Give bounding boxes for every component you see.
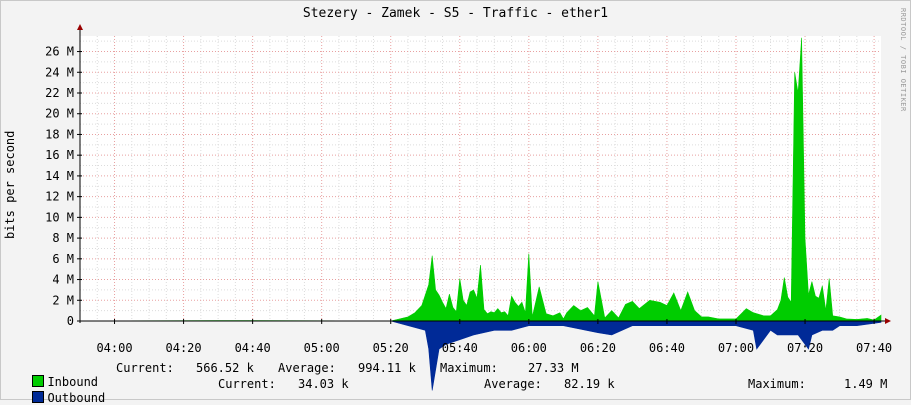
- y-tick-label: 2 M: [52, 293, 74, 307]
- y-tick-label: 0: [67, 314, 74, 328]
- x-tick-label: 07:00: [718, 341, 754, 355]
- legend-inbound-maximum-label: Maximum:: [440, 361, 498, 375]
- y-tick-label: 14 M: [45, 169, 74, 183]
- y-tick-label: 26 M: [45, 45, 74, 59]
- legend-outbound-maximum: 1.49 M: [844, 377, 888, 391]
- x-tick-label: 05:40: [442, 341, 478, 355]
- y-tick-label: 24 M: [45, 65, 74, 79]
- chart-title: Stezery - Zamek - S5 - Traffic - ether1: [302, 6, 609, 21]
- x-tick-label: 06:20: [580, 341, 616, 355]
- series-layer: [79, 37, 882, 391]
- y-tick-label: 10 M: [45, 210, 74, 224]
- rrdtool-watermark: RRDTOOL / TOBI OETIKER: [899, 8, 907, 112]
- y-tick-label: 22 M: [45, 86, 74, 100]
- legend-outbound-average-label: Average:: [484, 377, 542, 391]
- x-tick-label: 07:40: [856, 341, 892, 355]
- x-tick-label: 07:20: [787, 341, 823, 355]
- x-tick-label: 05:20: [373, 341, 409, 355]
- x-tick-label: 04:20: [166, 341, 202, 355]
- legend-inbound-current-label: Current:: [116, 361, 174, 375]
- legend-outbound-current: 34.03 k: [298, 377, 349, 391]
- legend-outbound-row: Outbound: [18, 377, 105, 405]
- x-tick-label: 05:00: [304, 341, 340, 355]
- y-tick-label: 4 M: [52, 273, 74, 287]
- y-tick-label: 8 M: [52, 231, 74, 245]
- series-outbound-area: [80, 320, 882, 391]
- y-tick-label: 6 M: [52, 252, 74, 266]
- legend-inbound-average-label: Average:: [278, 361, 336, 375]
- series-inbound-area: [79, 37, 882, 322]
- y-axis-arrow: [77, 24, 83, 30]
- legend-outbound-average: 82.19 k: [564, 377, 615, 391]
- legend-inbound-average: 994.11 k: [358, 361, 416, 375]
- outbound-swatch: [32, 391, 45, 403]
- legend-inbound-maximum: 27.33 M: [528, 361, 579, 375]
- y-tick-label: 12 M: [45, 190, 74, 204]
- y-tick-label: 16 M: [45, 148, 74, 162]
- y-tick-label: 18 M: [45, 127, 74, 141]
- x-tick-label: 04:40: [235, 341, 271, 355]
- x-tick-label: 04:00: [96, 341, 132, 355]
- x-tick-labels: 04:00 04:20 04:40 05:00 05:20 05:40 06:00 06:20…: [96, 341, 892, 355]
- inbound-swatch: [32, 375, 45, 387]
- legend-inbound-current: 566.52 k: [196, 361, 254, 375]
- y-tick-label: 20 M: [45, 107, 74, 121]
- x-tick-label: 06:40: [649, 341, 685, 355]
- y-tick-labels: 0 2 M 4 M 6 M 8 M 10 M 12 M 14 M 16 M 18 M 20 M 22 …: [45, 45, 74, 328]
- x-axis-arrow: [885, 318, 891, 324]
- axes: [77, 24, 891, 324]
- grid-minor: [79, 36, 881, 321]
- legend-outbound-name: Outbound: [47, 391, 106, 405]
- legend-outbound-current-label: Current:: [218, 377, 276, 391]
- legend-inbound-name: Inbound: [47, 375, 99, 389]
- legend-outbound-maximum-label: Maximum:: [748, 377, 806, 391]
- legend-inbound-row: Inbound: [18, 361, 98, 389]
- x-tick-label: 06:00: [511, 341, 547, 355]
